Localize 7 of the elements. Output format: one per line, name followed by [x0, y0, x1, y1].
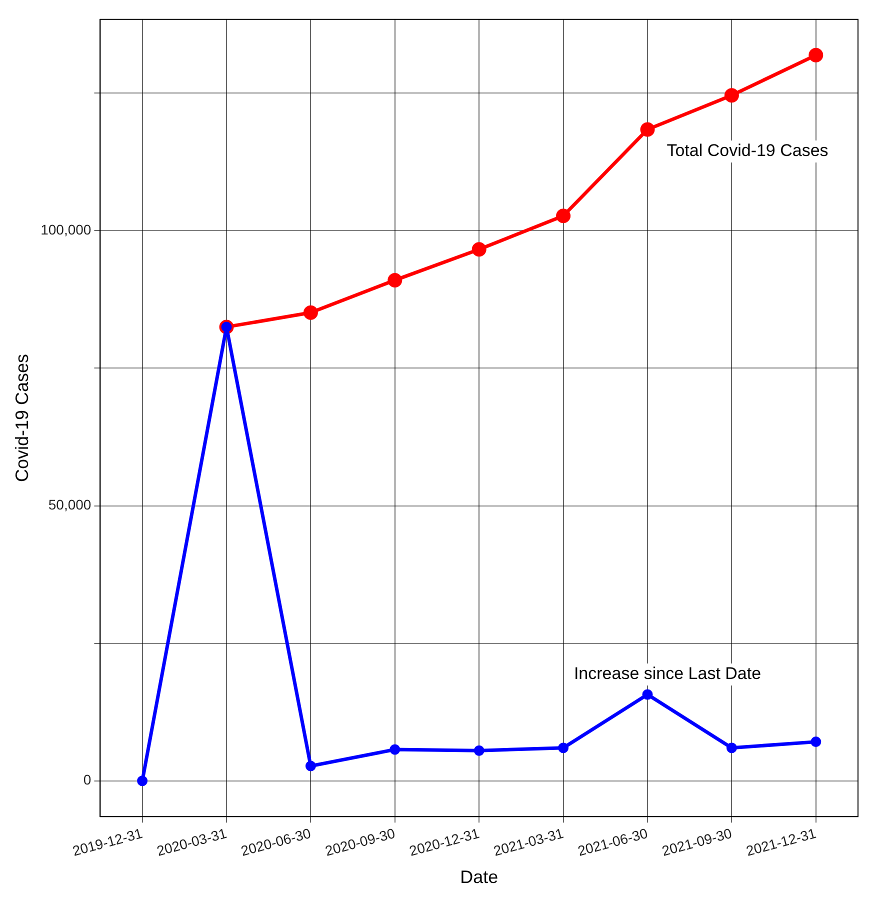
y-axis-title: Covid-19 Cases — [12, 354, 32, 482]
series-label: Total Covid-19 Cases — [666, 141, 828, 160]
x-axis-title: Date — [460, 867, 498, 888]
y-tick-label: 0 — [83, 772, 92, 788]
y-tick-label: 100,000 — [40, 222, 92, 238]
y-tick-label: 50,000 — [48, 496, 92, 513]
series-label: Increase since Last Date — [574, 664, 762, 684]
